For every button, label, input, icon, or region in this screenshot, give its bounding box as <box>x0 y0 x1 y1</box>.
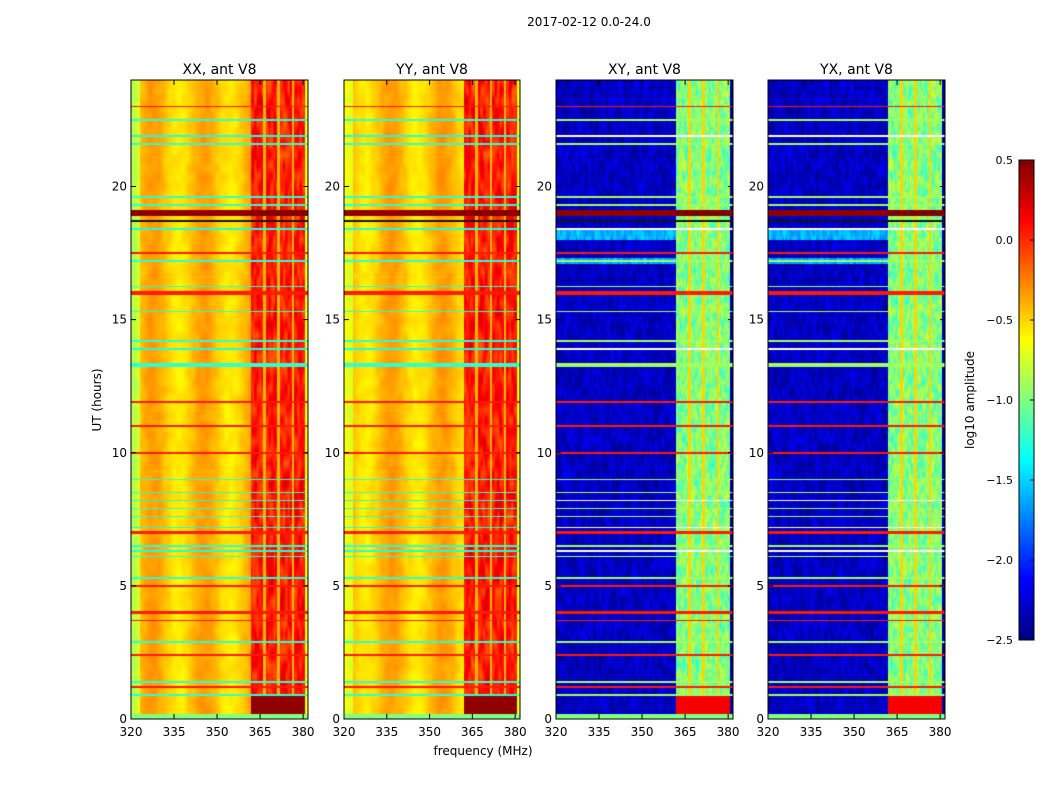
y-tick-label: 15 <box>537 313 552 327</box>
x-tick-label: 380 <box>929 725 952 739</box>
panel-title: YX, ant V8 <box>819 62 893 78</box>
x-tick-label: 350 <box>418 725 441 739</box>
colorbar-tick-label: −2.5 <box>986 634 1013 647</box>
y-tick-label: 5 <box>544 579 552 593</box>
x-tick-label: 350 <box>843 725 866 739</box>
y-tick-label: 20 <box>749 180 764 194</box>
heatmap-yx <box>768 80 945 719</box>
y-axis-label: UT (hours) <box>90 368 104 431</box>
x-tick-label: 320 <box>333 725 356 739</box>
x-tick-label: 365 <box>886 725 909 739</box>
x-tick-label: 365 <box>674 725 697 739</box>
x-tick-label: 320 <box>120 725 143 739</box>
x-tick-label: 365 <box>249 725 272 739</box>
colorbar-gradient <box>1019 160 1034 640</box>
colorbar-label: log10 amplitude <box>963 351 977 449</box>
axes-frame-3 <box>767 79 946 720</box>
y-tick-label: 20 <box>325 180 340 194</box>
x-axis-label: frequency (MHz) <box>433 744 532 758</box>
y-tick-label: 0 <box>544 712 552 726</box>
x-tick-label: 350 <box>206 725 229 739</box>
axes-frame-1 <box>343 79 521 720</box>
colorbar-tick-label: 0.5 <box>996 154 1014 167</box>
figure-title: 2017-02-12 0.0-24.0 <box>527 15 651 29</box>
y-tick-label: 10 <box>749 446 764 460</box>
x-tick-label: 350 <box>631 725 654 739</box>
y-tick-label: 20 <box>537 180 552 194</box>
x-tick-label: 380 <box>717 725 740 739</box>
panel-title: YY, ant V8 <box>395 62 468 78</box>
x-tick-label: 320 <box>545 725 568 739</box>
y-tick-label: 10 <box>112 446 127 460</box>
panel-title: XX, ant V8 <box>183 62 257 78</box>
colorbar-tick-label: −0.5 <box>986 314 1013 327</box>
y-tick-label: 5 <box>756 579 764 593</box>
colorbar-tick-label: 0.0 <box>996 234 1014 247</box>
heatmap-xx <box>131 80 308 719</box>
y-tick-label: 0 <box>119 712 127 726</box>
x-tick-label: 380 <box>292 725 315 739</box>
y-tick-label: 0 <box>332 712 340 726</box>
heatmap-yy <box>344 80 520 719</box>
x-tick-label: 335 <box>163 725 186 739</box>
axes-frame-2 <box>555 79 734 720</box>
y-tick-label: 20 <box>112 180 127 194</box>
x-tick-label: 335 <box>375 725 398 739</box>
heatmap-xy <box>556 80 733 719</box>
x-tick-label: 320 <box>757 725 780 739</box>
x-tick-label: 335 <box>800 725 823 739</box>
y-tick-label: 5 <box>119 579 127 593</box>
panel-title: XY, ant V8 <box>608 62 681 78</box>
y-tick-label: 15 <box>325 313 340 327</box>
x-tick-label: 335 <box>588 725 611 739</box>
colorbar-tick-label: −1.0 <box>986 394 1013 407</box>
y-tick-label: 0 <box>756 712 764 726</box>
x-tick-label: 380 <box>504 725 527 739</box>
x-tick-label: 365 <box>461 725 484 739</box>
y-tick-label: 15 <box>749 313 764 327</box>
axes-frame-0 <box>130 79 309 720</box>
y-tick-label: 5 <box>332 579 340 593</box>
y-tick-label: 15 <box>112 313 127 327</box>
colorbar-tick-label: −1.5 <box>986 474 1013 487</box>
y-tick-label: 10 <box>325 446 340 460</box>
y-tick-label: 10 <box>537 446 552 460</box>
colorbar-tick-label: −2.0 <box>986 554 1013 567</box>
